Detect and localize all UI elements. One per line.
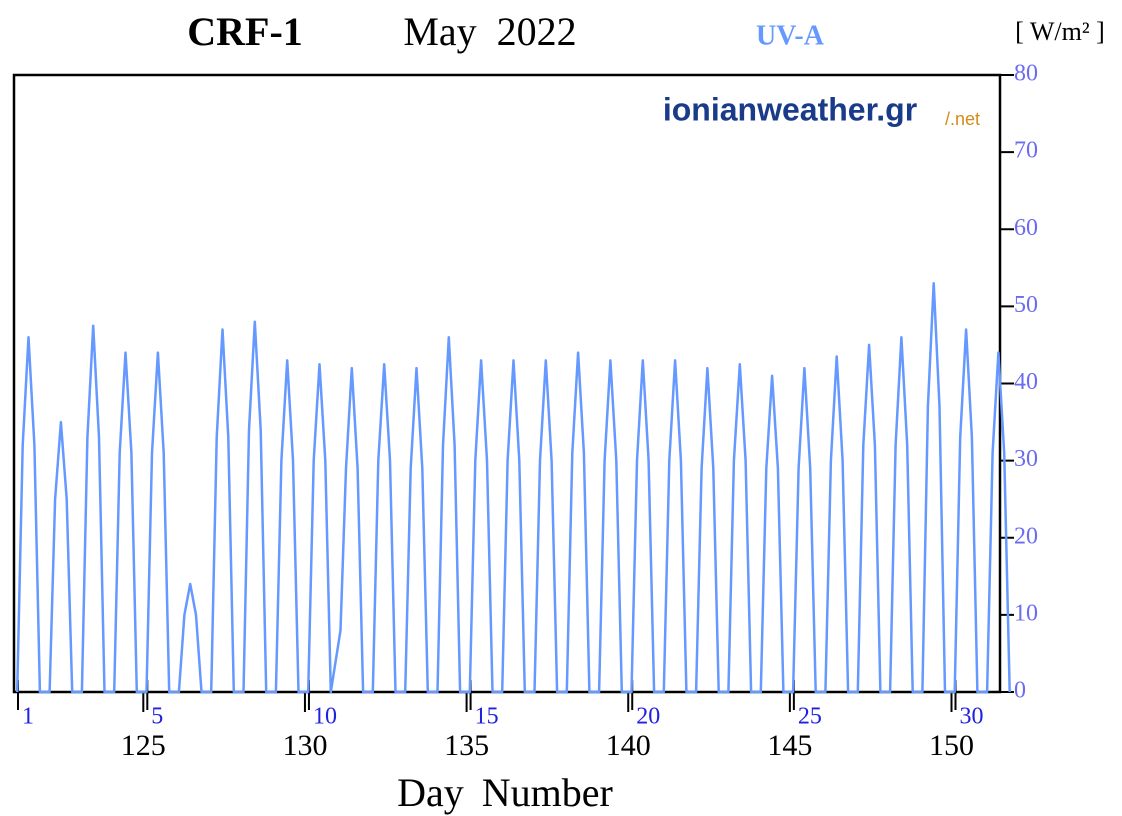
y-tick-label: 20 <box>1014 523 1038 549</box>
line-series <box>15 281 1011 694</box>
x-tick-label: 135 <box>444 729 489 762</box>
y-tick-label: 30 <box>1014 446 1038 472</box>
x2-tick-label: 1 <box>22 704 34 730</box>
x-tick-label: 125 <box>121 729 166 762</box>
x-axis-label: Day Number <box>397 770 613 815</box>
chart-subtitle: May 2022 <box>403 9 576 54</box>
chart-title: CRF-1 <box>187 9 303 54</box>
x2-tick-label: 30 <box>960 704 984 730</box>
y-axis-label: [ W/m² ] <box>1015 17 1105 46</box>
x-tick-label: 150 <box>929 729 974 762</box>
y-tick-label: 60 <box>1014 215 1038 241</box>
y-tick-label: 80 <box>1014 61 1038 87</box>
y-tick-label: 40 <box>1014 369 1038 395</box>
legend-label: UV-A <box>756 20 825 51</box>
x2-tick-label: 20 <box>636 704 660 730</box>
y-tick-label: 70 <box>1014 138 1038 164</box>
x-tick-label: 140 <box>606 729 651 762</box>
y-tick-label: 0 <box>1014 678 1026 704</box>
x2-tick-label: 10 <box>313 704 337 730</box>
x2-tick-label: 25 <box>798 704 822 730</box>
watermark: ionianweather.gr <box>663 91 917 127</box>
x2-tick-label: 15 <box>475 704 499 730</box>
watermark-suffix: /.net <box>945 109 980 129</box>
y-tick-label: 50 <box>1014 292 1038 318</box>
x-tick-label: 130 <box>282 729 327 762</box>
x2-tick-label: 5 <box>151 704 163 730</box>
x-tick-label: 145 <box>767 729 812 762</box>
y-tick-label: 10 <box>1014 600 1038 626</box>
